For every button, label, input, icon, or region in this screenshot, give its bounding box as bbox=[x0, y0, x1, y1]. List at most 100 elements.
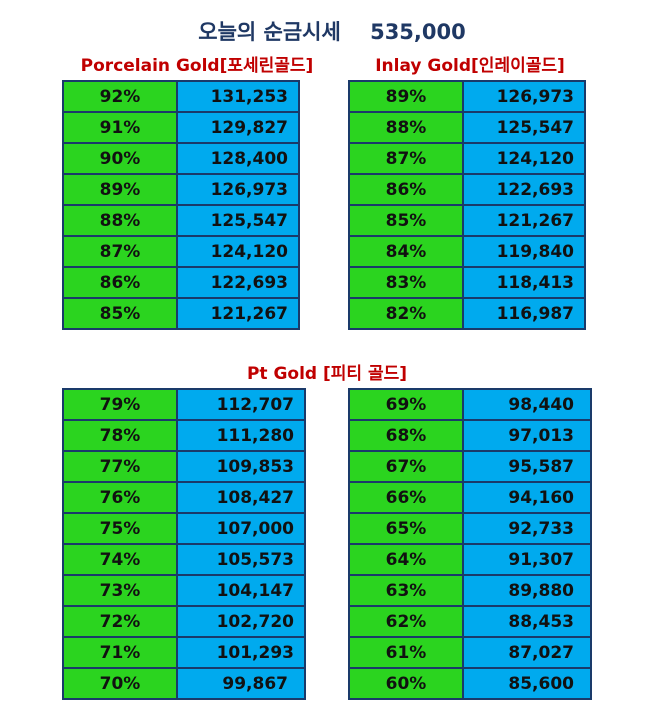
purity-cell: 89% bbox=[63, 174, 177, 205]
price-cell: 121,267 bbox=[463, 205, 585, 236]
price-cell: 101,293 bbox=[177, 637, 305, 668]
purity-cell: 68% bbox=[349, 420, 463, 451]
purity-cell: 86% bbox=[63, 267, 177, 298]
price-cell: 118,413 bbox=[463, 267, 585, 298]
price-cell: 99,867 bbox=[177, 668, 305, 699]
purity-cell: 87% bbox=[349, 143, 463, 174]
table-row: 70% 99,867 bbox=[63, 668, 305, 699]
table-row: 84% 119,840 bbox=[349, 236, 585, 267]
purity-cell: 62% bbox=[349, 606, 463, 637]
table-row: 60% 85,600 bbox=[349, 668, 591, 699]
price-cell: 121,267 bbox=[177, 298, 299, 329]
table-row: 85% 121,267 bbox=[349, 205, 585, 236]
price-cell: 125,547 bbox=[463, 112, 585, 143]
page-title: 오늘의 순금시세 535,000 bbox=[0, 14, 664, 50]
price-cell: 87,027 bbox=[463, 637, 591, 668]
price-cell: 116,987 bbox=[463, 298, 585, 329]
price-cell: 92,733 bbox=[463, 513, 591, 544]
purity-cell: 85% bbox=[63, 298, 177, 329]
purity-cell: 89% bbox=[349, 81, 463, 112]
purity-cell: 61% bbox=[349, 637, 463, 668]
purity-cell: 83% bbox=[349, 267, 463, 298]
table-row: 73% 104,147 bbox=[63, 575, 305, 606]
purity-cell: 74% bbox=[63, 544, 177, 575]
table-row: 67% 95,587 bbox=[349, 451, 591, 482]
table-row: 87% 124,120 bbox=[349, 143, 585, 174]
price-cell: 102,720 bbox=[177, 606, 305, 637]
price-cell: 122,693 bbox=[177, 267, 299, 298]
purity-cell: 73% bbox=[63, 575, 177, 606]
purity-cell: 85% bbox=[349, 205, 463, 236]
purity-cell: 65% bbox=[349, 513, 463, 544]
price-cell: 108,427 bbox=[177, 482, 305, 513]
purity-cell: 88% bbox=[349, 112, 463, 143]
price-cell: 88,453 bbox=[463, 606, 591, 637]
purity-cell: 92% bbox=[63, 81, 177, 112]
table-row: 86% 122,693 bbox=[63, 267, 299, 298]
table-row: 75% 107,000 bbox=[63, 513, 305, 544]
price-cell: 91,307 bbox=[463, 544, 591, 575]
price-cell: 109,853 bbox=[177, 451, 305, 482]
purity-cell: 78% bbox=[63, 420, 177, 451]
price-cell: 112,707 bbox=[177, 389, 305, 420]
pt-left-table: 79% 112,707 78% 111,280 77% 109,853 76% 108,427… bbox=[62, 388, 306, 700]
title-text: 오늘의 순금시세 bbox=[198, 20, 341, 44]
table-row: 76% 108,427 bbox=[63, 482, 305, 513]
purity-cell: 76% bbox=[63, 482, 177, 513]
price-cell: 97,013 bbox=[463, 420, 591, 451]
purity-cell: 69% bbox=[349, 389, 463, 420]
price-cell: 89,880 bbox=[463, 575, 591, 606]
price-cell: 98,440 bbox=[463, 389, 591, 420]
table-row: 61% 87,027 bbox=[349, 637, 591, 668]
table-row: 65% 92,733 bbox=[349, 513, 591, 544]
price-cell: 104,147 bbox=[177, 575, 305, 606]
table-row: 63% 89,880 bbox=[349, 575, 591, 606]
price-cell: 131,253 bbox=[177, 81, 299, 112]
purity-cell: 75% bbox=[63, 513, 177, 544]
table-row: 66% 94,160 bbox=[349, 482, 591, 513]
price-cell: 129,827 bbox=[177, 112, 299, 143]
price-cell: 94,160 bbox=[463, 482, 591, 513]
purity-cell: 70% bbox=[63, 668, 177, 699]
purity-cell: 72% bbox=[63, 606, 177, 637]
table-row: 64% 91,307 bbox=[349, 544, 591, 575]
price-cell: 124,120 bbox=[177, 236, 299, 267]
table-row: 86% 122,693 bbox=[349, 174, 585, 205]
inlay-table: 89% 126,973 88% 125,547 87% 124,120 86% 122,693… bbox=[348, 80, 586, 330]
table-row: 88% 125,547 bbox=[63, 205, 299, 236]
table-row: 68% 97,013 bbox=[349, 420, 591, 451]
table-row: 71% 101,293 bbox=[63, 637, 305, 668]
table-row: 91% 129,827 bbox=[63, 112, 299, 143]
table-row: 74% 105,573 bbox=[63, 544, 305, 575]
purity-cell: 87% bbox=[63, 236, 177, 267]
gold-price: 535,000 bbox=[370, 20, 466, 44]
table-row: 92% 131,253 bbox=[63, 81, 299, 112]
purity-cell: 86% bbox=[349, 174, 463, 205]
price-cell: 95,587 bbox=[463, 451, 591, 482]
purity-cell: 66% bbox=[349, 482, 463, 513]
purity-cell: 82% bbox=[349, 298, 463, 329]
price-cell: 85,600 bbox=[463, 668, 591, 699]
table-row: 89% 126,973 bbox=[63, 174, 299, 205]
table-row: 69% 98,440 bbox=[349, 389, 591, 420]
table-row: 77% 109,853 bbox=[63, 451, 305, 482]
purity-cell: 84% bbox=[349, 236, 463, 267]
porcelain-table: 92% 131,253 91% 129,827 90% 128,400 89% 126,973… bbox=[62, 80, 300, 330]
purity-cell: 79% bbox=[63, 389, 177, 420]
price-cell: 125,547 bbox=[177, 205, 299, 236]
price-cell: 111,280 bbox=[177, 420, 305, 451]
table-row: 85% 121,267 bbox=[63, 298, 299, 329]
table-row: 89% 126,973 bbox=[349, 81, 585, 112]
pt-heading: Pt Gold [피티 골드] bbox=[246, 364, 408, 384]
purity-cell: 91% bbox=[63, 112, 177, 143]
table-row: 90% 128,400 bbox=[63, 143, 299, 174]
price-cell: 124,120 bbox=[463, 143, 585, 174]
purity-cell: 60% bbox=[349, 668, 463, 699]
table-row: 79% 112,707 bbox=[63, 389, 305, 420]
purity-cell: 71% bbox=[63, 637, 177, 668]
table-row: 78% 111,280 bbox=[63, 420, 305, 451]
porcelain-heading: Porcelain Gold[포세린골드] bbox=[80, 56, 314, 76]
price-cell: 128,400 bbox=[177, 143, 299, 174]
price-cell: 122,693 bbox=[463, 174, 585, 205]
table-row: 72% 102,720 bbox=[63, 606, 305, 637]
